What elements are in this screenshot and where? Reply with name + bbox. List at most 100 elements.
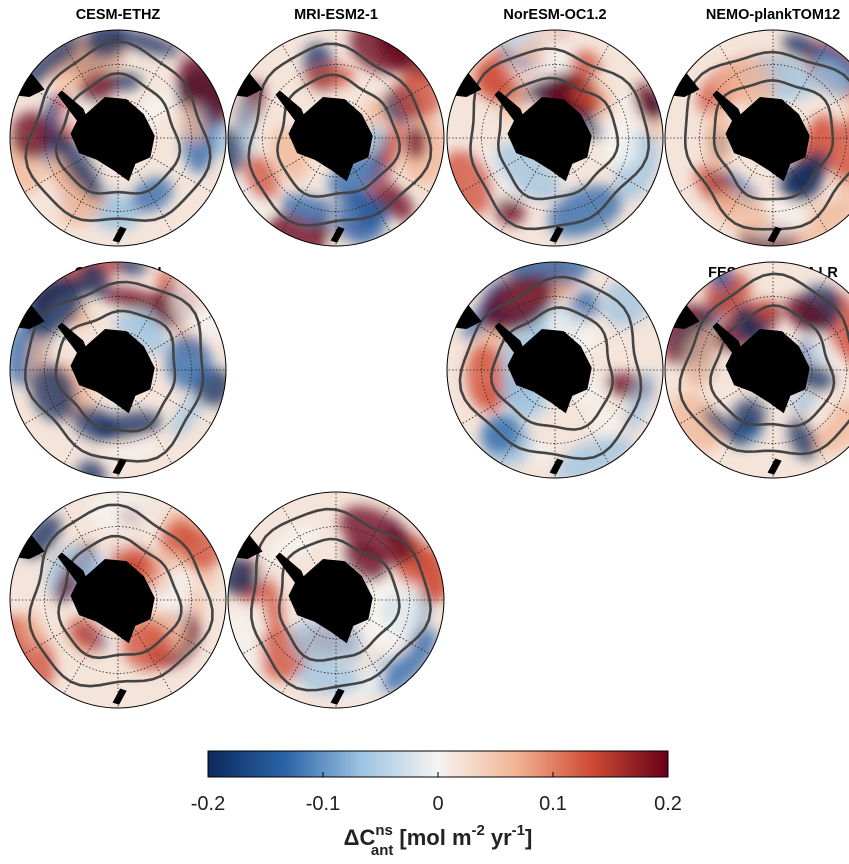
map-outline	[227, 29, 445, 247]
anomaly-blob	[30, 364, 77, 421]
panel-title: NorESM-OC1.2	[503, 7, 606, 23]
front-contour	[250, 507, 432, 692]
africa	[619, 30, 653, 52]
map-field	[10, 262, 226, 478]
new-zealand	[767, 226, 782, 243]
antarctica	[712, 322, 810, 414]
map-outline	[446, 29, 664, 247]
anomaly-blob	[87, 492, 151, 532]
anomaly-blob	[95, 201, 140, 233]
colorbar-tick-label: 0.2	[654, 793, 682, 815]
anomaly-blob	[114, 312, 169, 355]
front-contour	[57, 534, 183, 660]
new-zealand	[330, 226, 345, 243]
map-field	[447, 30, 663, 246]
map-outline	[446, 261, 664, 479]
anomaly-blob	[784, 296, 828, 332]
anomaly-blob	[243, 155, 279, 201]
front-contour	[54, 309, 177, 433]
colorbar-label-part: [mol m	[399, 825, 471, 850]
new-zealand	[767, 458, 782, 475]
map-panel	[664, 29, 849, 247]
anomaly-blob	[101, 287, 166, 312]
front-contour	[54, 71, 182, 195]
anomaly-blob	[228, 557, 262, 596]
colorbar-label-part: ]	[525, 825, 532, 850]
panel-title: CESM-ETHZ	[76, 7, 161, 23]
anomaly-blob	[77, 262, 110, 299]
anomaly-blob	[109, 440, 159, 461]
map-panel	[9, 261, 227, 479]
anomaly-blob	[826, 118, 849, 181]
anomaly-blob	[93, 411, 163, 441]
africa	[400, 492, 434, 514]
front-contour	[276, 73, 402, 199]
front-contour	[247, 42, 433, 227]
antarctica	[494, 322, 592, 414]
anomaly-blob	[529, 443, 554, 465]
africa	[182, 262, 216, 284]
anomaly-blob	[279, 523, 321, 557]
anomaly-blob	[256, 533, 292, 583]
anomaly-blob	[20, 33, 82, 88]
front-contour	[678, 272, 849, 456]
anomaly-blob	[495, 196, 525, 226]
anomaly-blob	[110, 30, 181, 57]
anomaly-blob	[130, 177, 173, 213]
colorbar-label-part: ΔC	[344, 825, 376, 850]
africa	[837, 30, 849, 52]
panel-title: MRI-ESM2-1	[294, 7, 378, 23]
colorbar-label-part: yr	[491, 825, 512, 850]
anomaly-blob	[704, 102, 732, 174]
antarctica	[57, 552, 155, 644]
anomaly-blob	[495, 142, 561, 201]
anomaly-blob	[788, 418, 818, 460]
front-contour	[489, 306, 615, 431]
map-field	[228, 30, 444, 246]
antarctica	[275, 90, 373, 182]
africa	[400, 30, 434, 52]
anomaly-blob	[381, 629, 438, 693]
anomaly-field	[462, 262, 655, 478]
new-zealand	[112, 226, 127, 243]
front-contour	[496, 76, 620, 201]
anomaly-blob	[817, 397, 849, 454]
colorbar-tick-label: 0	[432, 793, 443, 815]
anomaly-blob	[384, 581, 423, 661]
map-panel	[9, 491, 227, 709]
africa	[619, 262, 653, 284]
new-zealand	[112, 688, 127, 705]
graticule	[481, 64, 629, 212]
graticule	[699, 64, 847, 212]
map-outline	[9, 261, 227, 479]
new-zealand	[549, 226, 564, 243]
map-panel	[227, 491, 445, 709]
map-panel	[227, 29, 445, 247]
antarctica	[712, 90, 810, 182]
front-contour	[709, 304, 836, 428]
new-zealand	[330, 688, 345, 705]
front-contour	[712, 78, 835, 201]
anomaly-blob	[67, 617, 102, 651]
graticule	[44, 64, 192, 212]
anomaly-blob	[465, 343, 508, 413]
colorbar-tick-label: 0.1	[539, 793, 567, 815]
anomaly-blob	[112, 262, 148, 275]
front-contour	[277, 537, 401, 662]
front-contour	[24, 280, 205, 463]
antarctica	[275, 552, 373, 644]
anomaly-blob	[812, 60, 849, 99]
africa	[182, 492, 216, 514]
anomaly-blob	[78, 72, 116, 104]
graticule	[44, 296, 192, 444]
map-outline	[9, 29, 227, 247]
map-field	[447, 262, 663, 478]
anomaly-blob	[142, 553, 186, 588]
africa	[182, 30, 216, 52]
map-field	[10, 30, 226, 246]
colorbar-tick-label: -0.1	[306, 793, 340, 815]
map-field	[10, 492, 226, 708]
antarctica	[494, 90, 592, 182]
graticule	[699, 296, 847, 444]
